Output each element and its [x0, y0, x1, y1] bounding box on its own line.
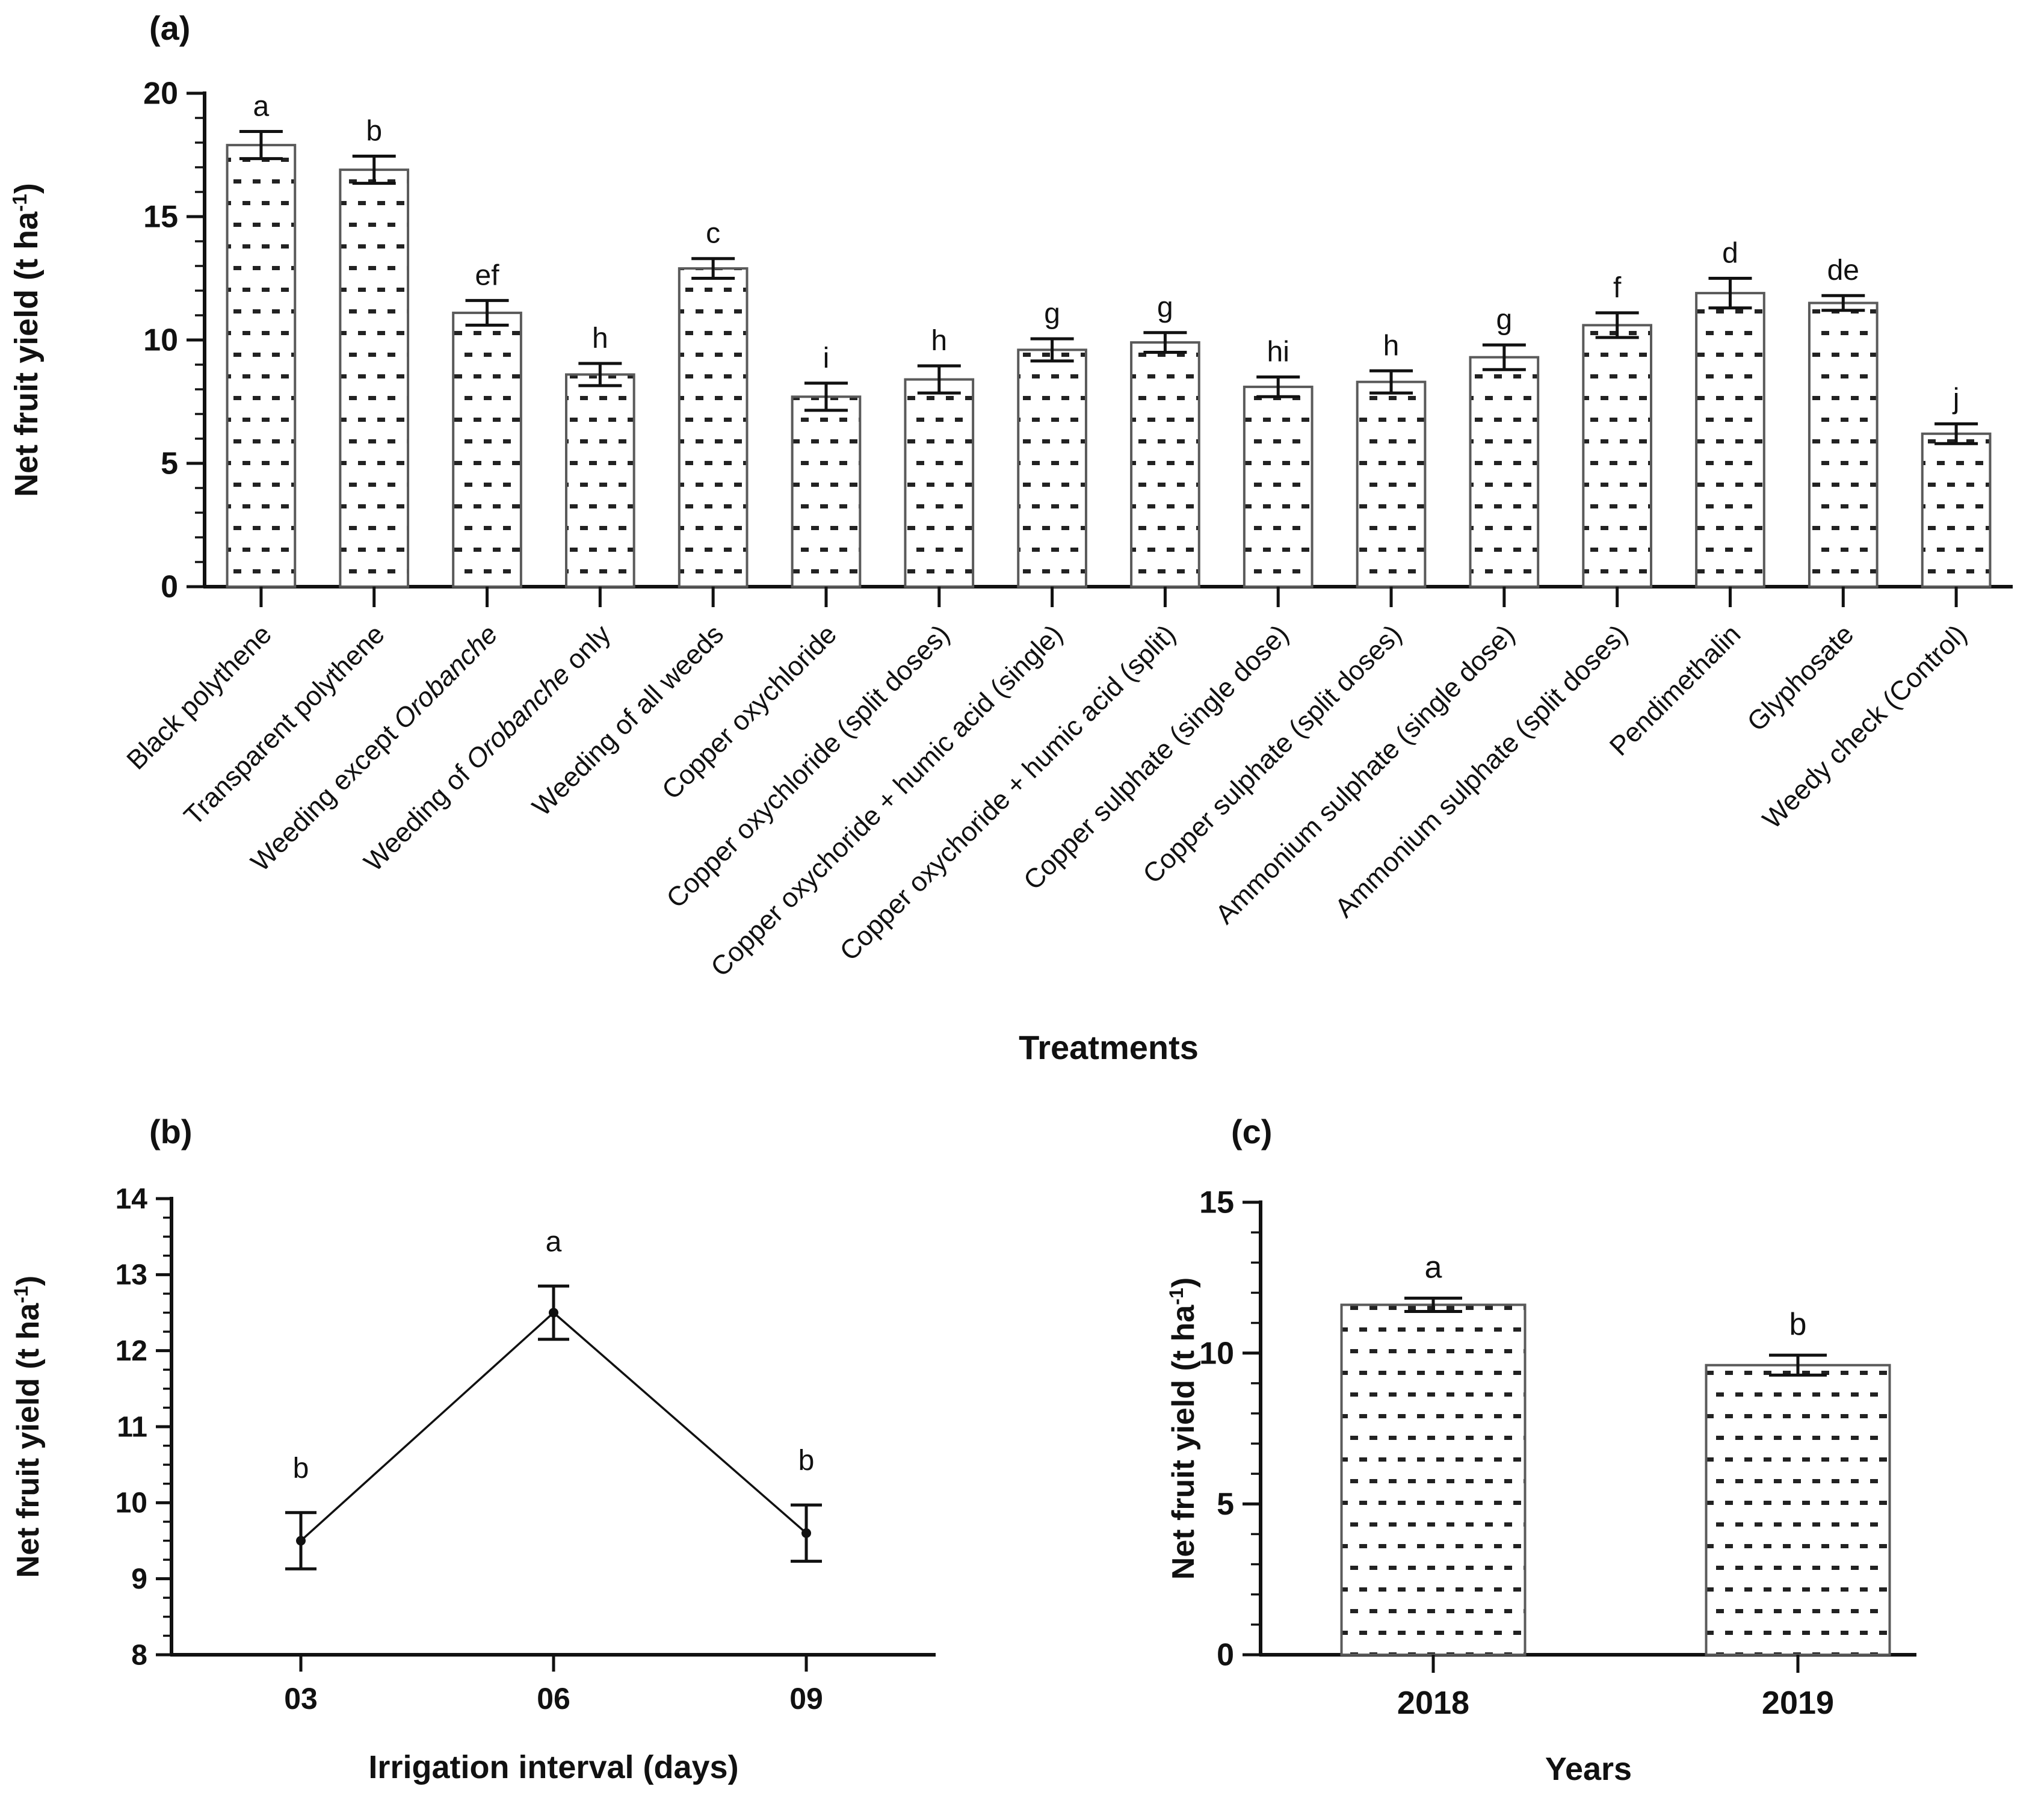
sig-letter: b	[798, 1445, 815, 1477]
bar	[1017, 348, 1087, 588]
sig-letter: f	[1613, 272, 1622, 304]
sig-letter: a	[253, 91, 270, 123]
y-axis-title: Net fruit yield (t ha-1)	[1166, 1277, 1201, 1580]
bar	[1582, 324, 1652, 588]
y-tick-label: 15	[143, 200, 178, 235]
bar	[1705, 1364, 1891, 1656]
sig-letter: ef	[475, 259, 500, 291]
sig-letter: b	[366, 116, 382, 147]
x-tick-label: 09	[789, 1682, 823, 1716]
x-tick-label: 2018	[1397, 1685, 1469, 1721]
bar	[1469, 356, 1540, 588]
bar	[226, 144, 297, 588]
y-tick-label: 12	[116, 1335, 147, 1367]
sig-letter: c	[706, 218, 720, 250]
y-tick-label: 5	[161, 446, 178, 481]
y-tick-label: 15	[1199, 1185, 1234, 1220]
bar	[1340, 1303, 1527, 1657]
y-tick-label: 0	[1217, 1638, 1234, 1673]
y-tick-label: 13	[116, 1259, 147, 1291]
bar	[1130, 341, 1200, 588]
bar	[565, 373, 635, 588]
y-tick-label: 0	[161, 570, 178, 605]
panel-b-tag: (b)	[149, 1113, 193, 1151]
y-axis-title: Net fruit yield (t ha-1)	[8, 183, 45, 497]
sig-letter: b	[293, 1453, 309, 1484]
x-tick-label: Weedy check (Control)	[1756, 619, 1972, 835]
panel-a-tag: (a)	[149, 9, 191, 47]
y-tick-label: 11	[117, 1411, 147, 1443]
sig-letter: a	[1425, 1250, 1442, 1285]
bar	[339, 168, 410, 588]
panel-c-tag: (c)	[1231, 1113, 1273, 1151]
x-tick-label: Transparent polythene	[178, 619, 391, 831]
sig-letter: b	[1789, 1307, 1807, 1342]
sig-letter: h	[592, 323, 608, 354]
x-axis-title: Irrigation interval (days)	[368, 1749, 738, 1785]
bar	[1695, 292, 1765, 588]
data-point	[296, 1536, 306, 1546]
x-tick-label: Weeding of all weeds	[526, 619, 729, 822]
sig-letter: h	[931, 325, 947, 357]
sig-letter: h	[1383, 330, 1400, 362]
sig-letter: g	[1157, 292, 1173, 324]
data-point	[549, 1308, 558, 1318]
y-tick-label: 5	[1217, 1487, 1234, 1522]
sig-letter: de	[1827, 255, 1859, 286]
bar	[791, 395, 862, 588]
y-tick-label: 10	[1199, 1336, 1234, 1371]
sig-letter: g	[1044, 298, 1060, 330]
y-tick-label: 10	[143, 323, 178, 358]
x-axis-title: Treatments	[1019, 1028, 1199, 1066]
y-tick-label: 9	[131, 1563, 147, 1595]
data-line	[300, 1311, 807, 1542]
bar	[1808, 301, 1879, 588]
bar	[1921, 432, 1992, 588]
sig-letter: g	[1496, 304, 1512, 336]
y-tick-label: 20	[143, 76, 178, 111]
y-tick-label: 8	[131, 1639, 147, 1671]
sig-letter: hi	[1267, 336, 1289, 368]
sig-letter: i	[823, 342, 830, 374]
x-tick-label: Glyphosate	[1741, 619, 1859, 737]
x-tick-label: 2019	[1762, 1685, 1834, 1721]
x-axis-title: Years	[1545, 1751, 1632, 1787]
y-tick-label: 10	[116, 1487, 147, 1519]
sig-letter: a	[546, 1226, 562, 1258]
data-point	[801, 1528, 811, 1538]
x-tick-label: 06	[537, 1682, 570, 1716]
bar	[1243, 385, 1314, 588]
y-tick-label: 14	[116, 1183, 148, 1215]
sig-letter: d	[1722, 238, 1738, 270]
bar	[904, 378, 975, 588]
bar	[678, 267, 749, 588]
bar	[452, 311, 522, 588]
sig-letter: j	[1952, 383, 1960, 415]
x-tick-label: 03	[284, 1682, 318, 1716]
y-axis-title: Net fruit yield (t ha-1)	[10, 1276, 46, 1578]
bar	[1356, 380, 1427, 588]
